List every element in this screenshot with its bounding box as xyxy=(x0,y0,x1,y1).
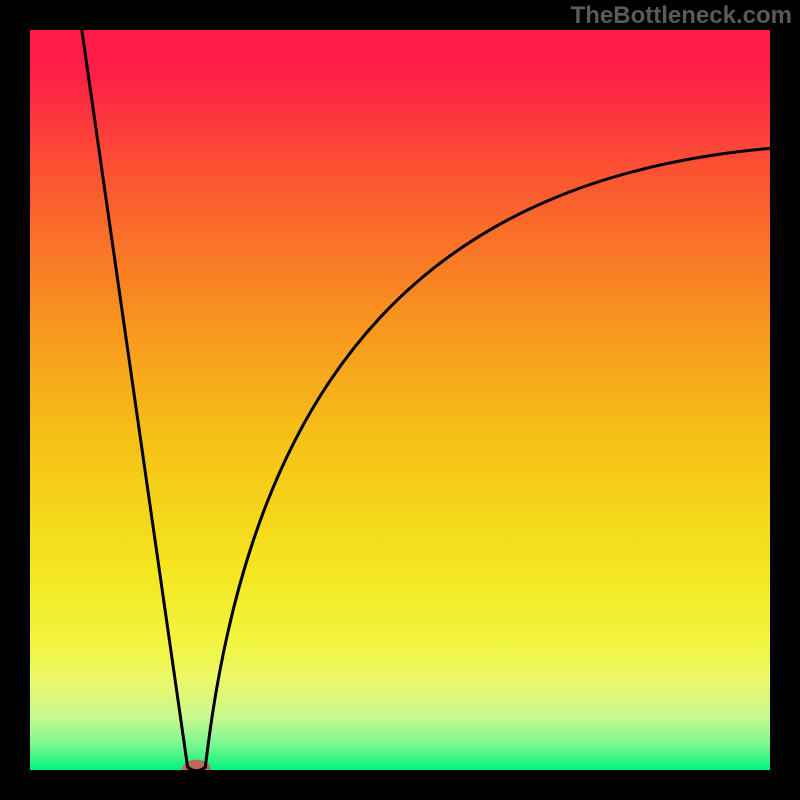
bottleneck-chart xyxy=(30,30,770,770)
chart-frame: TheBottleneck.com xyxy=(0,0,800,800)
gradient-background xyxy=(30,30,770,770)
watermark-text: TheBottleneck.com xyxy=(571,2,792,30)
